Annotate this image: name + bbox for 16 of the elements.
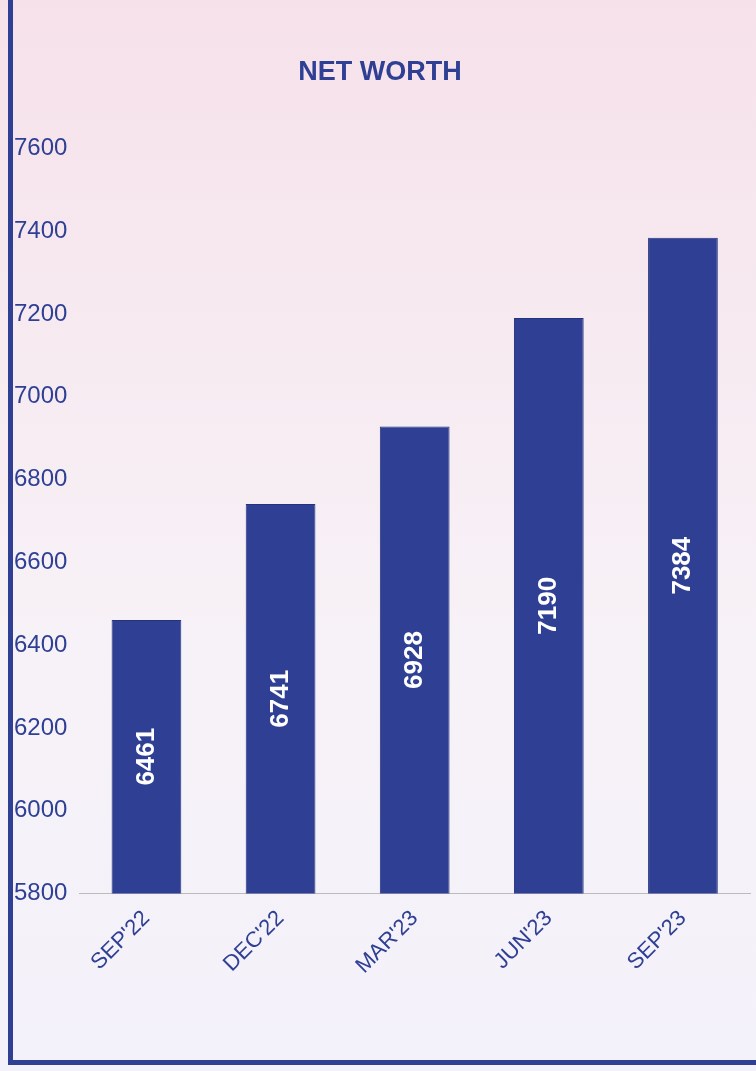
data-label: 6741 [263, 669, 294, 728]
y-tick-label: 6000 [14, 795, 68, 823]
y-tick-label: 6800 [14, 464, 68, 492]
chart-title: NET WORTH [298, 55, 462, 86]
y-tick-label: 7000 [14, 381, 68, 409]
y-tick-label: 7200 [14, 298, 68, 326]
data-label: 7384 [666, 536, 697, 595]
y-tick-label: 5800 [14, 878, 68, 906]
data-label: 6928 [397, 631, 428, 689]
data-label: 6461 [129, 727, 160, 786]
y-tick-label: 7400 [14, 215, 68, 243]
y-tick-label: 6600 [14, 546, 68, 574]
y-tick-label: 7600 [14, 133, 68, 161]
data-label: 7190 [531, 576, 562, 635]
y-tick-label: 6400 [14, 629, 68, 657]
y-tick-label: 6200 [14, 712, 68, 740]
